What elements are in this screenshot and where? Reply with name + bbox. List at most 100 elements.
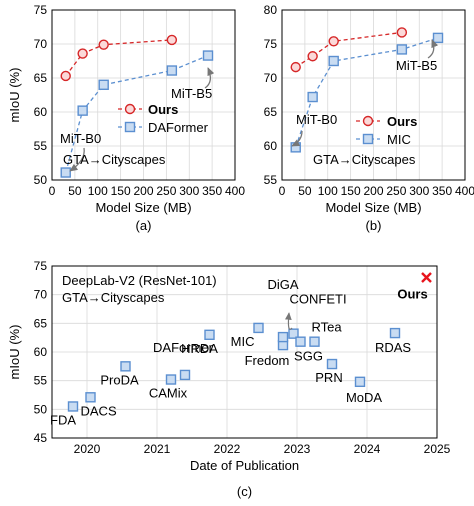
panel-a-b5-label: MiT-B5 [171, 86, 212, 101]
panel-a-legend-daformer-marker [124, 121, 136, 133]
panel-b-b0-arrow [291, 130, 303, 147]
panel-c-point-confeti-label: CONFETI [290, 292, 347, 307]
panel-b-legend-ours: Ours [387, 114, 417, 129]
panel-a-markers [60, 34, 214, 178]
panel-c-point-diga [277, 331, 289, 343]
panel-a-ytick-0: 50 [34, 173, 48, 187]
panel-a-frame [51, 9, 236, 181]
panel-c-diga-arrow [285, 312, 293, 330]
panel-a-series-1-point-2 [98, 79, 109, 91]
panel-a-series-0-point-3 [166, 34, 178, 46]
panel-b-xtick-8: 400 [455, 184, 474, 198]
panel-b-series-1-point-2 [328, 55, 339, 67]
panel-a-y-axis-label: mIoU (%) [7, 68, 22, 123]
panel-b-dataset-label: GTA→Cityscapes [313, 152, 416, 167]
panel-c-xtick-2: 2022 [214, 442, 241, 456]
panel-b-ytick-4: 75 [264, 37, 278, 51]
panel-b-series-1-point-4 [432, 32, 444, 44]
panel-a-caption: (a) [136, 218, 152, 233]
panel-c-ytick-2: 55 [34, 374, 48, 388]
panel-a-legend-ours-marker [124, 103, 136, 115]
panel-a-xtick-4: 200 [133, 184, 153, 198]
panel-b-x-axis-label: Model Size (MB) [325, 200, 421, 215]
panel-a-series-0-line [65, 39, 172, 77]
panel-b-legend-mic-marker [362, 133, 374, 145]
panel-a-series-1-point-3 [166, 65, 178, 76]
panel-a-ytick-1: 55 [34, 139, 48, 153]
panel-b-series-0-point-2 [328, 36, 339, 47]
panel-b-xtick-7: 350 [432, 184, 452, 198]
panel-c-caption: (c) [237, 484, 252, 499]
panel-a-ytick-3: 65 [34, 71, 48, 85]
panel-c-point-mic-label: MIC [231, 334, 255, 349]
panel-c-xtick-4: 2024 [354, 442, 381, 456]
panel-b-xtick-2: 100 [318, 184, 338, 198]
panel-b-caption: (b) [366, 218, 382, 233]
panel-c-point-moda-label: MoDA [346, 390, 382, 405]
panel-c-ytick-5: 70 [34, 288, 48, 302]
panel-c-point-dacs-label: DACS [81, 403, 117, 418]
panel-a-series-1-point-4 [202, 50, 214, 61]
panel-c-point-mic [253, 322, 264, 334]
panel-a-ytick-2: 60 [34, 105, 48, 119]
panel-c-dataset-label: GTA→Cityscapes [62, 290, 165, 305]
panel-b-legend: Ours MIC [356, 114, 417, 147]
panel-c-ytick-1: 50 [34, 402, 48, 416]
panel-a-b0-arrow [69, 147, 85, 172]
panel-c-ytick-0: 45 [34, 431, 48, 445]
panel-a-xtick-0: 0 [49, 184, 56, 198]
panel-b-xtick-0: 0 [279, 184, 286, 198]
panel-c-point-prn [326, 358, 338, 370]
panel-c-point-sgg [295, 336, 306, 347]
panel-c-point-fredom-label: Fredom [245, 353, 290, 368]
panel-c-point-rtea-label: RTea [312, 320, 343, 335]
panel-b-legend-mic: MIC [387, 132, 411, 147]
panel-b-b5-arrow [427, 39, 439, 59]
panel-a-ytick-5: 75 [34, 3, 48, 17]
panel-a-series-1-line [65, 54, 209, 173]
panel-c-point-rtea [309, 336, 320, 347]
panel-a-xtick-5: 250 [156, 184, 176, 198]
panel-c-point-ours-label: Ours [397, 286, 427, 301]
panel-a-legend-daformer: DAFormer [148, 120, 209, 135]
panel-a-series-0-point-1 [77, 48, 88, 59]
panel-a-series-0-point-2 [98, 39, 109, 50]
panel-c-xtick-5: 2025 [424, 442, 451, 456]
panel-c-frame [51, 265, 438, 439]
panel-c-point-fda [67, 401, 79, 412]
panel-b-series-0-line [295, 31, 402, 68]
panel-b: 0 50 100 150 200 250 300 350 400 55 60 65 70 75 80 Mod… [264, 3, 474, 233]
panel-a-lines [65, 39, 209, 173]
panel-c-ytick-3: 60 [34, 345, 48, 359]
panel-c-tick-labels: 2020 2021 2022 2023 2024 2025 45 50 55 60 65 70 75 [34, 259, 451, 456]
panel-c-xtick-0: 2020 [74, 442, 101, 456]
panel-c-point-daformer-label: DAFormer [153, 340, 214, 355]
panel-b-series-0-point-3 [396, 27, 408, 38]
panel-b-frame [281, 9, 466, 181]
panel-a-annotations: MiT-B0 MiT-B5 GTA→Cityscapes [60, 67, 215, 172]
panel-b-ytick-5: 80 [264, 3, 278, 17]
panel-b-series-0-point-1 [307, 51, 318, 62]
panel-c-point-camix-label: CAMix [149, 386, 188, 401]
panel-c-point-proda-label: ProDA [100, 372, 139, 387]
panel-a-ytick-4: 70 [34, 37, 48, 51]
panel-c-point-confeti [288, 328, 299, 339]
panel-b-markers [290, 27, 444, 153]
panel-c-y-axis-label: mIoU (%) [7, 325, 22, 380]
panel-b-xtick-1: 50 [298, 184, 312, 198]
panel-b-tick-labels: 0 50 100 150 200 250 300 350 400 55 60 65 70 75 80 [264, 3, 474, 198]
panel-a-xtick-8: 400 [225, 184, 245, 198]
panel-c-point-rdas-label: RDAS [375, 340, 411, 355]
panel-b-b0-label: MiT-B0 [296, 112, 337, 127]
panel-a-xtick-3: 150 [111, 184, 131, 198]
panel-a-series-0-point-0 [60, 70, 71, 82]
panel-b-ytick-2: 65 [264, 105, 278, 119]
panel-c-point-ours [421, 272, 432, 283]
panel-b-ytick-0: 55 [264, 173, 278, 187]
panel-a-x-axis-label: Model Size (MB) [95, 200, 191, 215]
panel-b-xtick-4: 200 [363, 184, 383, 198]
